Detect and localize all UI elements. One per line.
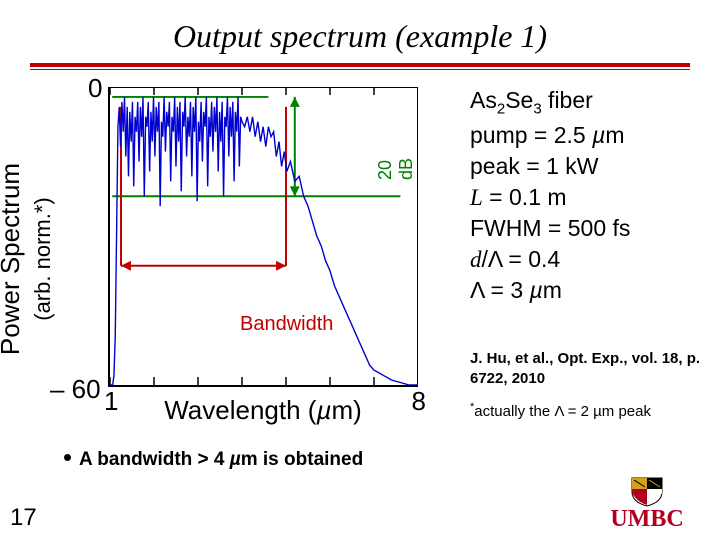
slide-number: 17	[10, 504, 37, 532]
ytick-top: 0	[88, 73, 102, 104]
plot-area: 0 – 60 1 8 20 dB Bandwidth	[108, 87, 418, 387]
ytick-bottom: – 60	[50, 374, 101, 405]
bullet-note: A bandwidth > 4 µm is obtained	[64, 449, 363, 471]
svg-text:UMBC: UMBC	[610, 506, 683, 530]
citation: J. Hu, et al., Opt. Exp., vol. 18, p. 67…	[470, 349, 710, 388]
param-length: L = 0.1 m	[470, 182, 710, 213]
slide-title: Output spectrum (example 1)	[0, 0, 720, 61]
param-fwhm: FWHM = 500 fs	[470, 213, 710, 244]
bullet-icon	[64, 454, 71, 461]
x-axis-label: Wavelength (µm)	[108, 395, 418, 426]
param-lambda: Λ = 3 µm	[470, 275, 710, 306]
umbc-logo: UMBC	[592, 476, 702, 530]
xlabel-unit: µ	[316, 395, 331, 425]
xlabel-pre: Wavelength (	[164, 395, 316, 425]
ylabel-line2: (arb. norm.*)	[30, 197, 55, 320]
ylabel-line1: Power Spectrum	[0, 163, 25, 355]
param-material: As2Se3 fiber	[470, 85, 710, 120]
footnote: *actually the Λ = 2 µm peak	[470, 401, 716, 420]
chart: Power Spectrum (arb. norm.*) 0 – 60 1 8 …	[32, 79, 452, 459]
param-dlambda: d/Λ = 0.4	[470, 244, 710, 275]
parameters: As2Se3 fiber pump = 2.5 µm peak = 1 kW L…	[470, 85, 710, 306]
param-peak: peak = 1 kW	[470, 151, 710, 182]
title-underline	[30, 63, 690, 69]
db-label: 20 dB	[375, 136, 417, 180]
bandwidth-label: Bandwidth	[240, 313, 333, 336]
param-pump: pump = 2.5 µm	[470, 120, 710, 151]
spectrum-svg	[110, 87, 418, 385]
xlabel-suf: m)	[331, 395, 361, 425]
y-axis-label: Power Spectrum (arb. norm.*)	[0, 163, 57, 355]
